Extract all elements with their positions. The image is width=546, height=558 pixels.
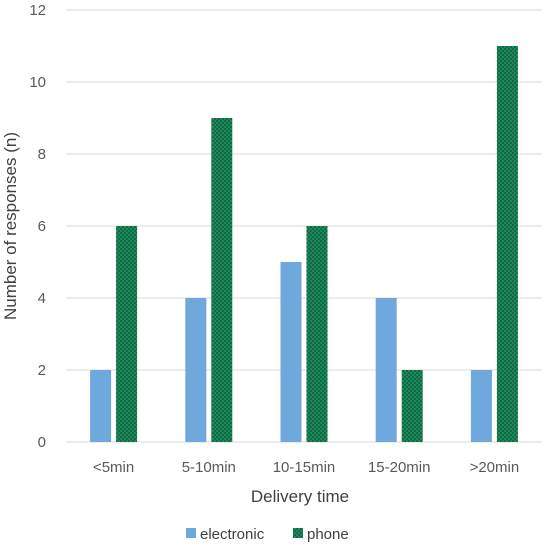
y-tick-label: 12 [29, 2, 46, 19]
gridlines [66, 9, 542, 443]
bar-electronic-0 [90, 370, 112, 442]
bar-phone-2 [306, 226, 328, 442]
y-axis-title: Number of responses (n) [1, 132, 20, 320]
bar-electronic-3 [375, 298, 397, 442]
y-axis-ticks: 0 2 4 6 8 10 12 [29, 2, 46, 451]
legend-label-electronic: electronic [200, 526, 265, 543]
x-tick-label: 10-15min [273, 459, 336, 476]
x-tick-label: >20min [470, 459, 520, 476]
y-tick-label: 2 [38, 362, 46, 379]
legend: electronic phone [186, 526, 349, 543]
legend-swatch-electronic [186, 528, 196, 538]
x-axis-ticks: <5min 5-10min 10-15min 15-20min >20min [93, 459, 519, 476]
legend-label-phone: phone [307, 526, 349, 543]
bar-electronic-2 [280, 262, 302, 442]
y-tick-label: 10 [29, 74, 46, 91]
bar-electronic-4 [470, 370, 492, 442]
x-tick-label: 5-10min [182, 459, 236, 476]
bars [90, 46, 518, 442]
y-tick-label: 8 [38, 146, 46, 163]
x-tick-label: <5min [93, 459, 134, 476]
x-tick-label: 15-20min [368, 459, 431, 476]
y-tick-label: 4 [38, 290, 46, 307]
bar-phone-1 [211, 118, 233, 442]
bar-electronic-1 [185, 298, 207, 442]
bar-phone-4 [496, 46, 518, 442]
bar-phone-0 [116, 226, 138, 442]
bar-phone-3 [401, 370, 423, 442]
y-tick-label: 0 [38, 434, 46, 451]
x-axis-title: Delivery time [251, 487, 349, 506]
legend-swatch-phone [293, 528, 303, 538]
y-tick-label: 6 [38, 218, 46, 235]
